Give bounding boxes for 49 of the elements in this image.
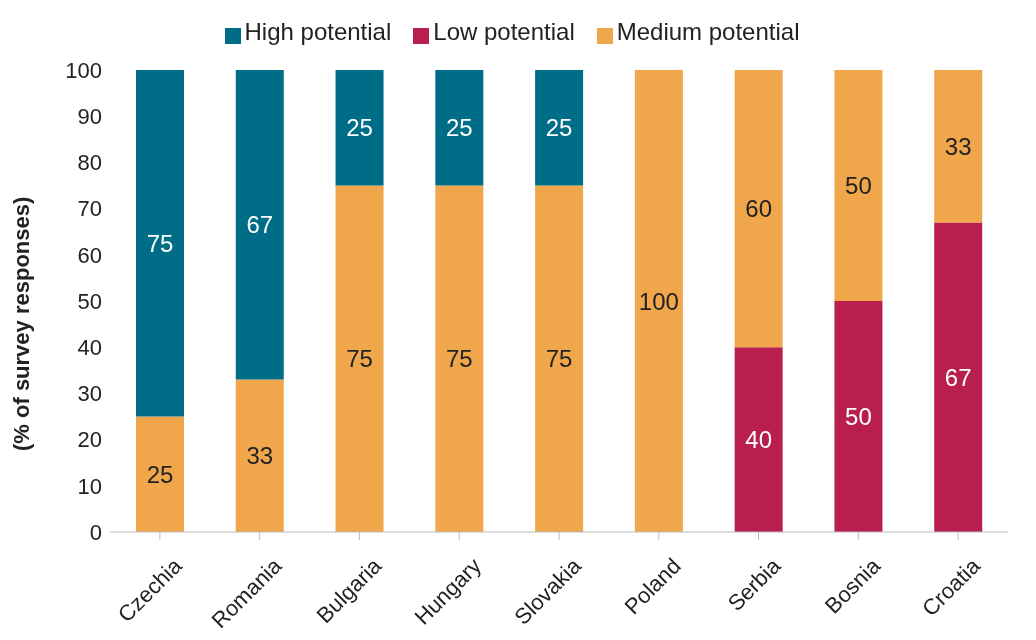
bar: [435, 70, 484, 186]
data-label: 60: [745, 195, 773, 223]
data-label: 33: [246, 442, 274, 470]
data-label: 75: [445, 345, 473, 373]
data-label: 67: [246, 211, 274, 239]
bar: [335, 185, 384, 532]
y-tick-label: 50: [77, 288, 102, 314]
bar: [734, 347, 783, 532]
data-label: 25: [346, 114, 373, 142]
bar: [435, 185, 484, 532]
bar: [734, 70, 783, 348]
data-label: 50: [845, 172, 872, 200]
data-label: 25: [545, 114, 573, 142]
y-tick-label: 90: [77, 104, 102, 130]
y-tick-label: 60: [77, 242, 102, 268]
bar: [535, 185, 584, 532]
y-tick-label: 10: [77, 473, 102, 499]
y-tick-label: 0: [89, 519, 102, 545]
bar: [934, 70, 983, 223]
y-axis-title: (% of survey responses): [8, 196, 34, 451]
data-label: 40: [745, 426, 773, 454]
bar: [235, 70, 284, 380]
bar: [136, 70, 184, 417]
data-label: 67: [944, 363, 972, 391]
y-tick-label: 40: [77, 335, 102, 361]
bar: [335, 70, 384, 186]
y-tick-label: 100: [65, 57, 102, 83]
legend-label: Low potential: [433, 18, 575, 45]
bar: [235, 379, 284, 532]
data-label: 75: [545, 345, 573, 373]
bar: [834, 301, 883, 532]
data-label: 50: [845, 403, 872, 431]
y-tick-label: 80: [77, 150, 102, 176]
data-label: 100: [638, 287, 679, 315]
data-label: 25: [146, 460, 174, 488]
data-label: 75: [346, 345, 373, 373]
data-label: 75: [146, 229, 174, 257]
y-tick-label: 70: [77, 196, 102, 222]
bar: [934, 222, 983, 532]
legend-label: Medium potential: [616, 18, 800, 45]
bar: [136, 416, 184, 532]
bar: [535, 70, 584, 186]
y-tick-label: 20: [77, 427, 102, 453]
bar: [834, 70, 883, 301]
bar: [634, 70, 683, 532]
data-label: 33: [944, 132, 972, 160]
data-label: 25: [445, 114, 473, 142]
legend-label: High potential: [244, 18, 392, 45]
y-tick-label: 30: [77, 381, 102, 407]
